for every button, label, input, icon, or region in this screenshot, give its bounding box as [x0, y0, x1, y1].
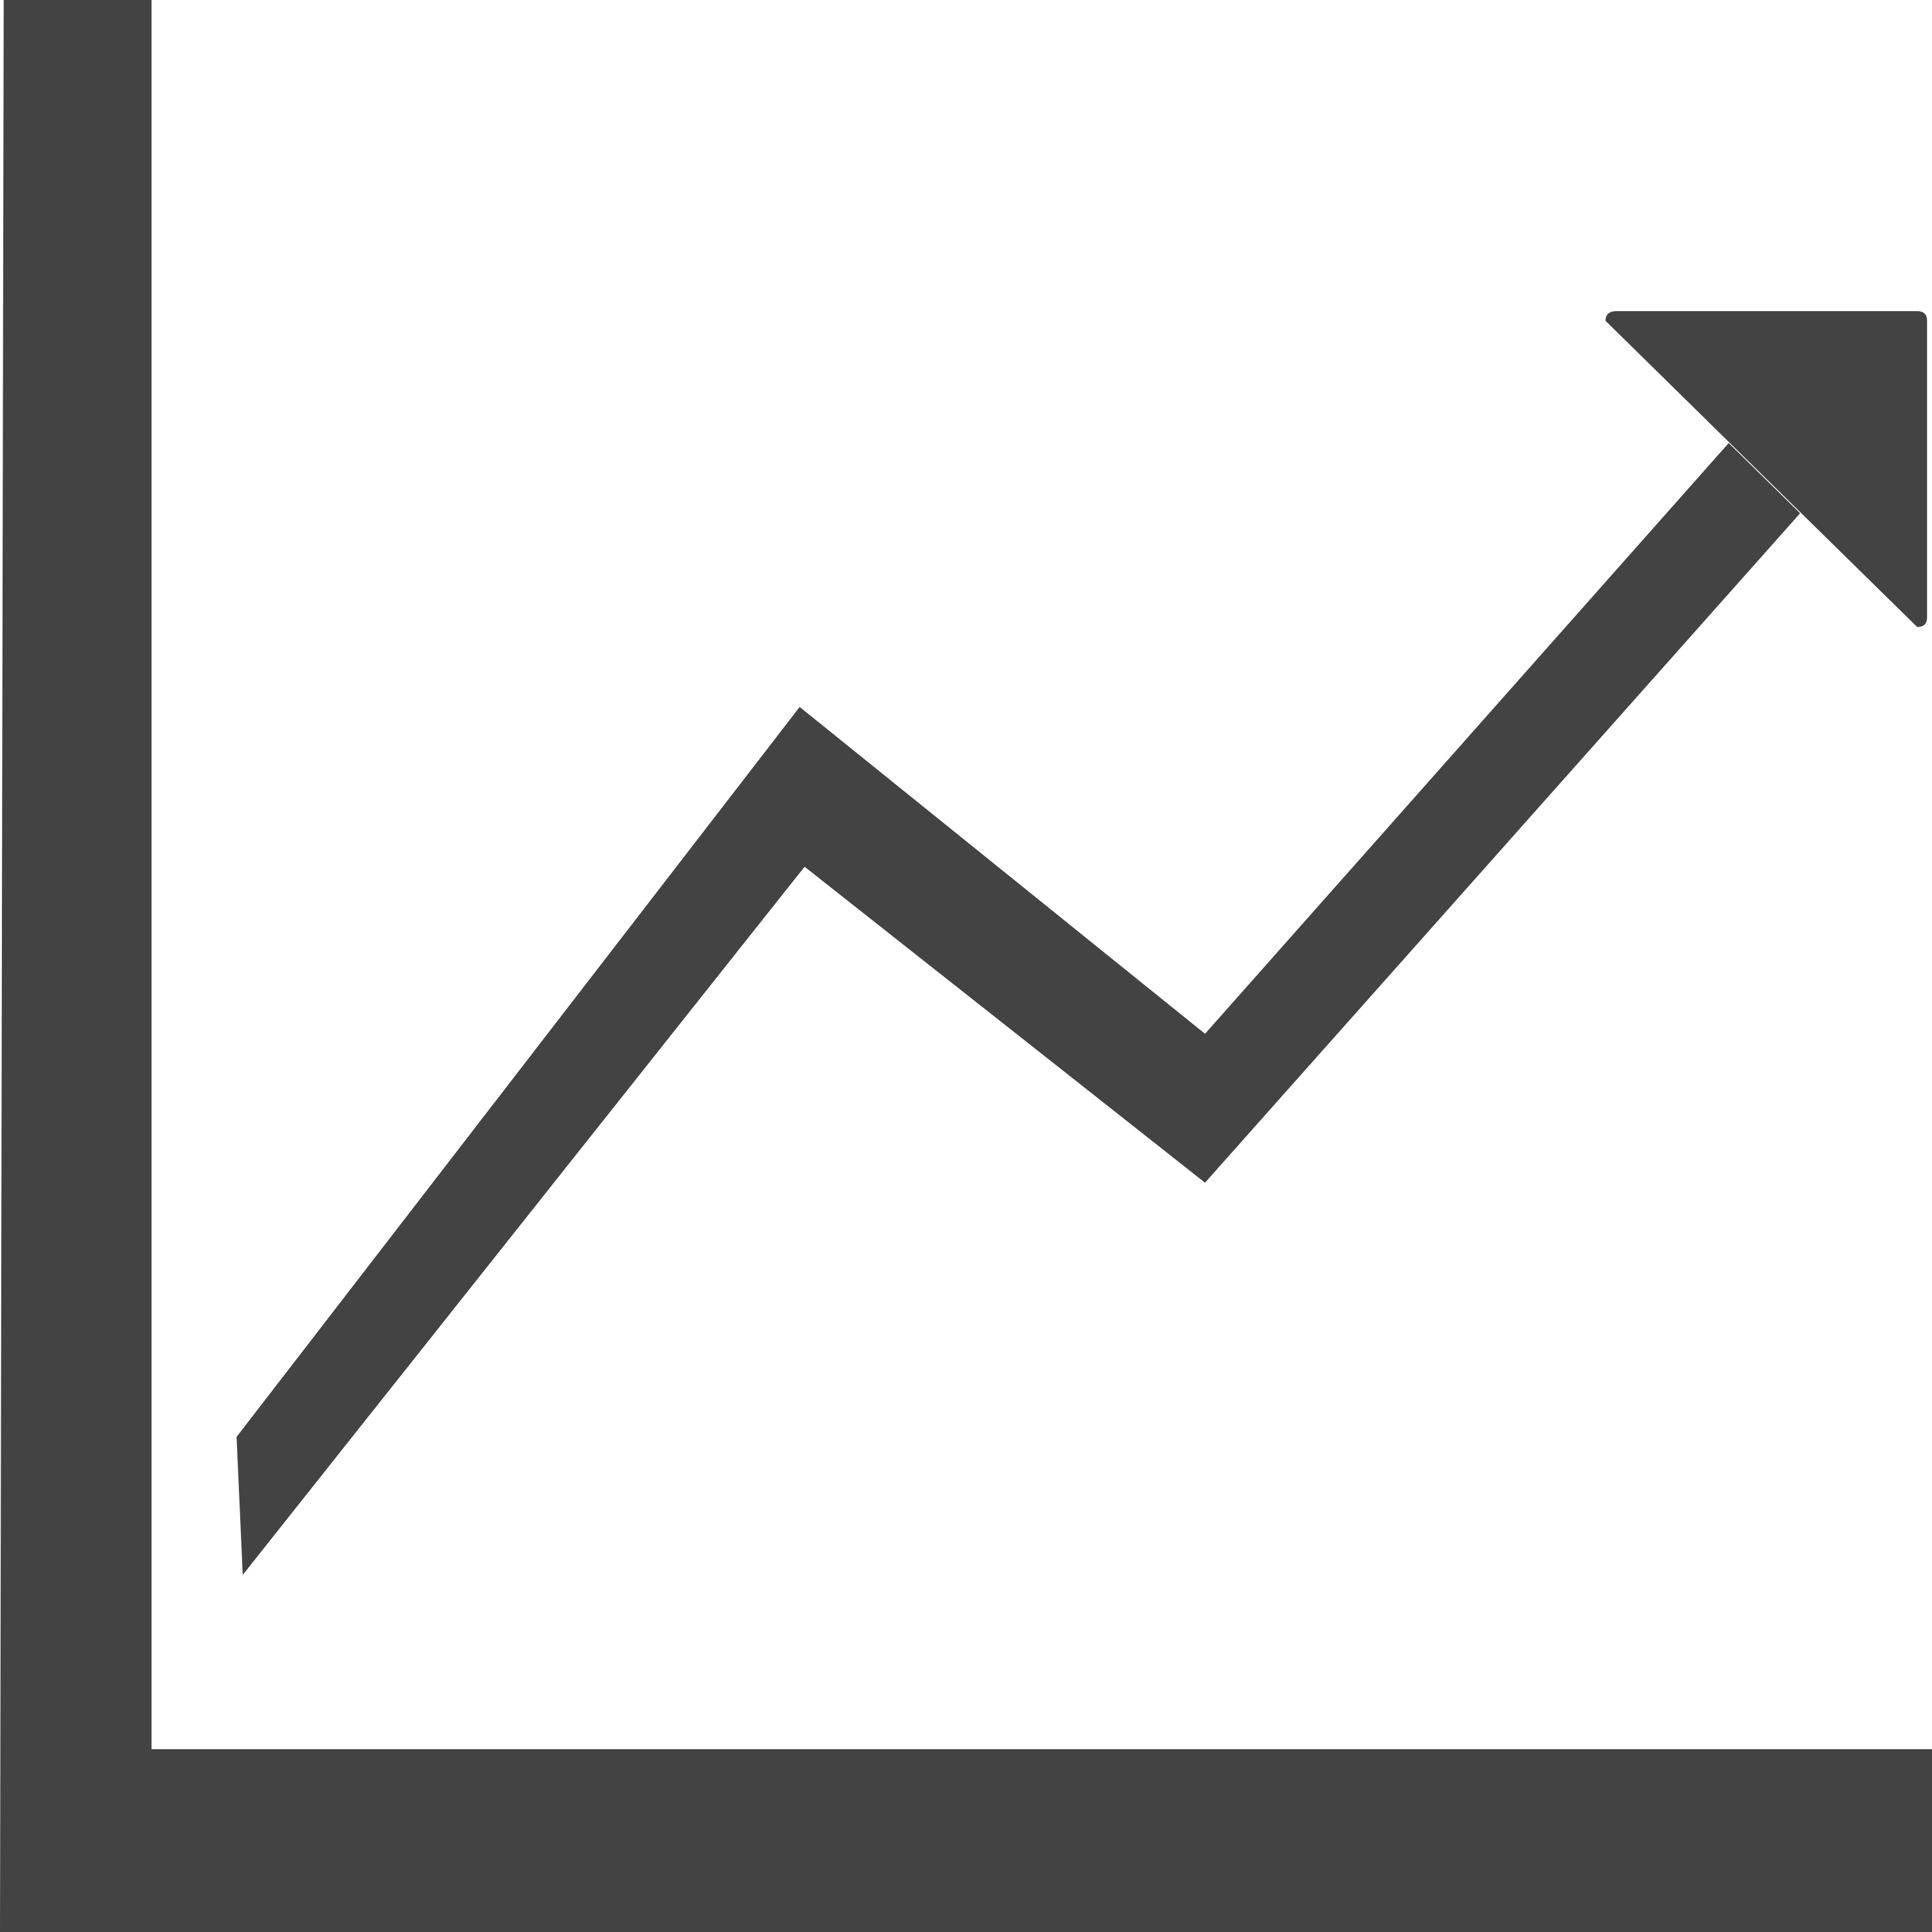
trend-line-icon	[236, 442, 1801, 1575]
arrow-head-icon	[1605, 311, 1927, 627]
